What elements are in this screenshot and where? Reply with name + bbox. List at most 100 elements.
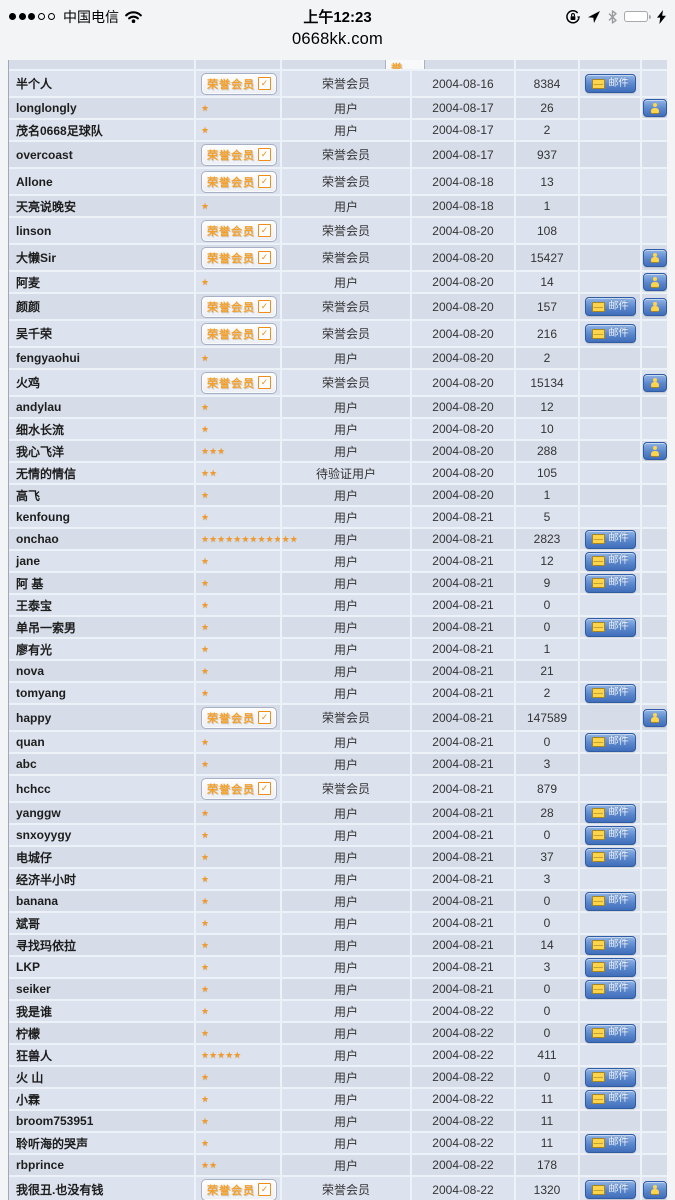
honor-member-badge: 荣誉会员✓: [201, 170, 277, 193]
email-button[interactable]: 邮件: [584, 683, 636, 703]
envelope-icon: [591, 301, 605, 312]
member-name: 吴千荣: [16, 327, 53, 341]
table-row: 无情的情信 ★★ 待验证用户 2004-08-20 105: [9, 463, 667, 485]
email-button[interactable]: 邮件: [584, 297, 636, 316]
post-count: 37: [514, 847, 578, 867]
post-count: 0: [514, 595, 578, 615]
profile-button[interactable]: [642, 1180, 667, 1199]
signal-dots: [9, 12, 55, 21]
member-name: jane: [16, 554, 41, 568]
member-group: 待验证用户: [280, 463, 410, 483]
envelope-icon: [591, 1094, 605, 1104]
member-name: overcoast: [16, 147, 73, 162]
email-button[interactable]: 邮件: [584, 1023, 636, 1043]
envelope-icon: [591, 534, 605, 544]
email-button[interactable]: 邮件: [584, 573, 636, 593]
email-button[interactable]: 邮件: [584, 803, 636, 823]
member-name: 柠檬: [16, 1026, 41, 1041]
profile-button[interactable]: [642, 373, 667, 392]
profile-button[interactable]: [642, 442, 667, 460]
bluetooth-icon: [607, 9, 618, 24]
post-count: 26: [514, 98, 578, 118]
rank-stars-icon: ★: [201, 939, 210, 950]
register-date: 2004-08-21: [410, 913, 514, 933]
email-button[interactable]: 邮件: [584, 74, 636, 93]
shield-icon: ✓: [258, 251, 271, 264]
post-count: 1320: [514, 1177, 578, 1200]
table-row: linson 荣誉会员 ✓ 荣誉会员 2004-08-20 108: [9, 218, 667, 245]
rank-stars-icon: ★: [201, 599, 210, 610]
rank-stars-icon: ★: [201, 423, 210, 434]
email-button[interactable]: 邮件: [584, 847, 636, 867]
email-button[interactable]: 邮件: [584, 1089, 636, 1109]
register-date: 2004-08-20: [410, 370, 514, 395]
email-button[interactable]: 邮件: [584, 1180, 636, 1199]
profile-button[interactable]: [642, 297, 667, 316]
email-button[interactable]: 邮件: [584, 324, 636, 343]
rank-stars-icon: ★: [201, 102, 210, 113]
person-icon: [650, 301, 660, 312]
register-date: 2004-08-20: [410, 419, 514, 439]
member-group: 荣誉会员: [280, 370, 410, 395]
register-date: 2004-08-22: [410, 1111, 514, 1131]
member-group: 用户: [280, 683, 410, 703]
rank-stars-icon: ★: [201, 555, 210, 566]
member-group: 荣誉会员: [280, 1177, 410, 1200]
register-date: 2004-08-21: [410, 869, 514, 889]
rank-stars-icon: ★: [201, 983, 210, 994]
person-icon: [650, 103, 660, 113]
email-button[interactable]: 邮件: [584, 825, 636, 845]
envelope-icon: [591, 1138, 605, 1148]
shield-icon: ✓: [258, 376, 271, 389]
table-row: 半个人 荣誉会员 ✓ 荣誉会员 2004-08-16 8384 邮件: [9, 71, 667, 98]
member-group: 用户: [280, 1155, 410, 1175]
member-name: 我很丑.也没有钱: [16, 1183, 104, 1197]
honor-member-badge: 荣誉会员✓: [201, 295, 277, 318]
member-group: 用户: [280, 397, 410, 417]
member-name: 小霖: [16, 1092, 41, 1107]
post-count: 15134: [514, 370, 578, 395]
register-date: 2004-08-20: [410, 441, 514, 461]
table-row: yanggw ★ 用户 2004-08-21 28 邮件: [9, 803, 667, 825]
email-button[interactable]: 邮件: [584, 979, 636, 999]
member-group: 用户: [280, 419, 410, 439]
email-button[interactable]: 邮件: [584, 891, 636, 911]
member-group: 荣誉会员: [280, 776, 410, 801]
email-button[interactable]: 邮件: [584, 617, 636, 637]
person-icon: [650, 277, 660, 287]
rank-stars-icon: ★★: [201, 1159, 218, 1170]
member-name: 天亮说晚安: [16, 199, 77, 214]
profile-button[interactable]: [642, 708, 667, 727]
rank-stars-icon: ★: [201, 895, 210, 906]
register-date: 2004-08-22: [410, 1089, 514, 1109]
email-button[interactable]: 邮件: [584, 935, 636, 955]
member-group: 荣誉会员: [280, 71, 410, 96]
email-button[interactable]: 邮件: [584, 957, 636, 977]
table-row: 王泰宝 ★ 用户 2004-08-21 0: [9, 595, 667, 617]
rank-stars-icon: ★★★★★★★★★★★★: [201, 533, 298, 544]
email-button[interactable]: 邮件: [584, 1133, 636, 1153]
register-date: 2004-08-21: [410, 661, 514, 681]
profile-button[interactable]: [642, 273, 667, 291]
email-button[interactable]: 邮件: [584, 732, 636, 752]
post-count: 108: [514, 218, 578, 243]
member-group: 荣誉会员: [280, 218, 410, 243]
rank-stars-icon: ★: [201, 851, 210, 862]
table-row: 我很丑.也没有钱 荣誉会员 ✓ 荣誉会员 2004-08-22 1320 邮件: [9, 1177, 667, 1200]
email-button[interactable]: 邮件: [584, 529, 636, 549]
member-group: 用户: [280, 1023, 410, 1043]
envelope-icon: [591, 622, 605, 632]
table-row: LKP ★ 用户 2004-08-21 3 邮件: [9, 957, 667, 979]
email-button[interactable]: 邮件: [584, 551, 636, 571]
table-row: 廖有光 ★ 用户 2004-08-21 1: [9, 639, 667, 661]
envelope-icon: [591, 78, 605, 89]
table-row: 茂名0668足球队 ★ 用户 2004-08-17 2: [9, 120, 667, 142]
table-row: 单吊一索男 ★ 用户 2004-08-21 0 邮件: [9, 617, 667, 639]
profile-button[interactable]: [642, 248, 667, 267]
profile-button[interactable]: [642, 99, 667, 117]
post-count: 0: [514, 891, 578, 911]
register-date: 2004-08-21: [410, 825, 514, 845]
email-button[interactable]: 邮件: [584, 1067, 636, 1087]
table-row: 天亮说晚安 ★ 用户 2004-08-18 1: [9, 196, 667, 218]
member-group: 用户: [280, 732, 410, 752]
